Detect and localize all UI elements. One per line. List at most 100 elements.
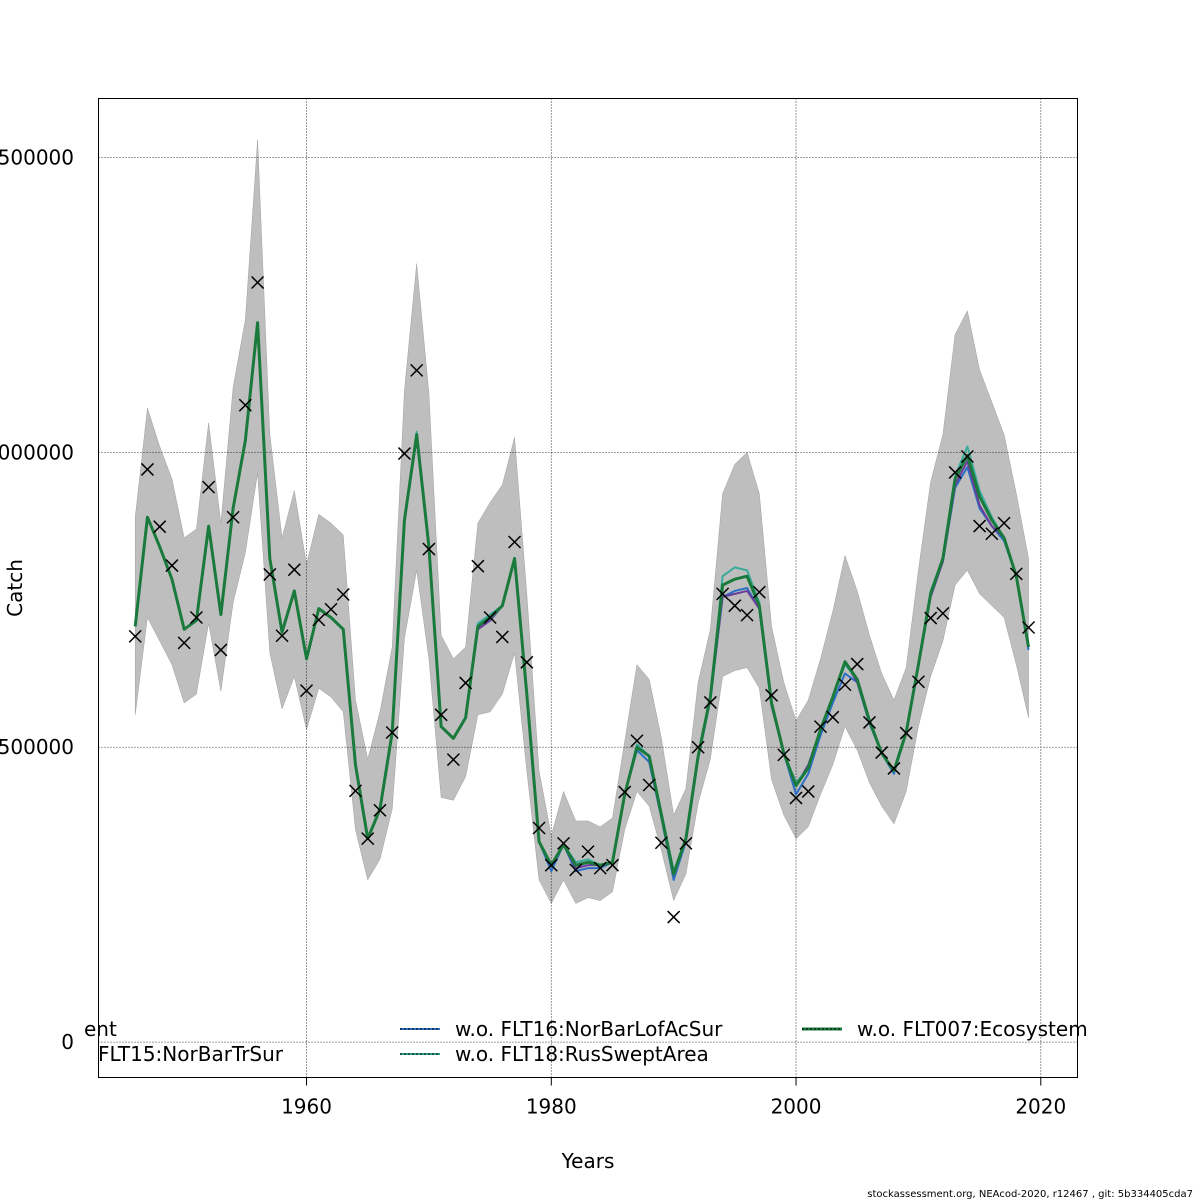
- observation-point: [997, 516, 1011, 530]
- observation-point: [618, 785, 632, 799]
- observation-point: [630, 734, 644, 748]
- y-tick-label-500000: 500000: [0, 735, 74, 759]
- observation-point: [789, 791, 803, 805]
- y-tick-label-1000000: 1000000: [0, 440, 74, 464]
- observation-point: [605, 858, 620, 872]
- observation-point: [483, 610, 497, 625]
- observation-point: [263, 567, 277, 581]
- observation-point: [875, 746, 889, 760]
- observation-point: [177, 636, 191, 650]
- observation-point: [153, 520, 167, 534]
- plot-frame: [98, 98, 1078, 1078]
- observation-point: [593, 861, 607, 875]
- observation-point: [765, 688, 779, 702]
- observation-point: [508, 535, 522, 549]
- plot-box: [98, 98, 1078, 1078]
- observation-point: [251, 275, 265, 290]
- observation-point: [581, 845, 595, 859]
- x-tick-label-2000: 2000: [771, 1095, 822, 1119]
- legend-label-flt15: FLT15:NorBarTrSur: [98, 1042, 284, 1066]
- series-lines-layer: [133, 321, 1031, 881]
- observation-point: [728, 599, 742, 613]
- observation-point: [324, 602, 338, 616]
- observation-point: [948, 465, 962, 479]
- observation-point: [128, 629, 142, 643]
- observation-point: [1009, 567, 1023, 581]
- observation-point: [642, 778, 656, 792]
- footer-credit: stockassessment.org, NEAcod-2020, r12467…: [867, 1189, 1193, 1200]
- observation-point: [410, 363, 424, 377]
- observation-point: [985, 527, 999, 541]
- observation-point: [459, 676, 473, 690]
- observation-point: [140, 462, 154, 476]
- observation-point: [165, 559, 179, 573]
- observation-point: [471, 559, 485, 573]
- observation-point: [862, 715, 876, 729]
- observation-point: [532, 821, 546, 835]
- observation-point: [838, 678, 852, 692]
- x-tick-label-1960: 1960: [281, 1095, 332, 1119]
- observation-point: [703, 695, 717, 709]
- observation-point: [373, 803, 387, 817]
- observation-point: [446, 753, 460, 767]
- observation-markers-layer: [128, 275, 1036, 924]
- observation-point: [691, 740, 705, 754]
- x-tick-label-2020: 2020: [1015, 1095, 1066, 1119]
- axes: 1960 1980 2000 2020 0 500000 1000000 1500000: [0, 145, 1066, 1118]
- observation-point: [679, 836, 693, 850]
- series-line-3: [133, 321, 1031, 876]
- observation-point: [495, 630, 509, 644]
- observation-point: [275, 629, 289, 643]
- y-tick-label-1500000: 1500000: [0, 145, 74, 169]
- observation-point: [740, 608, 754, 622]
- observation-point: [361, 832, 375, 846]
- observation-point: [973, 519, 987, 533]
- observation-point: [556, 836, 571, 850]
- legend-label-ent: ent: [84, 1017, 117, 1041]
- observation-point: [385, 725, 399, 740]
- observation-point: [434, 708, 448, 722]
- observation-point: [348, 784, 363, 798]
- observation-point: [422, 542, 436, 556]
- observation-point: [887, 761, 901, 775]
- observation-point: [238, 398, 252, 412]
- observation-point: [287, 563, 301, 577]
- legend-label-flt007: w.o. FLT007:Ecosystem: [857, 1017, 1088, 1041]
- observation-point: [960, 449, 974, 464]
- observation-point: [1022, 620, 1036, 635]
- observation-point: [911, 675, 925, 689]
- observation-point: [189, 610, 203, 625]
- observation-point: [520, 655, 534, 669]
- legend: w.o. FLT16:NorBarLofAcSur w.o. FLT18:Rus…: [84, 1017, 1088, 1066]
- y-axis-title: Catch: [3, 559, 27, 617]
- observation-point: [544, 858, 558, 872]
- observation-point: [654, 836, 668, 850]
- observation-point: [752, 585, 766, 599]
- observation-point: [226, 510, 240, 524]
- observation-point: [850, 657, 864, 671]
- observation-point: [716, 587, 730, 601]
- observation-point: [336, 587, 350, 602]
- observation-point: [801, 784, 815, 798]
- observation-point: [312, 613, 326, 627]
- observation-point: [569, 863, 583, 877]
- confidence-band: [134, 139, 1029, 905]
- x-tick-label-1980: 1980: [526, 1095, 577, 1119]
- confidence-band-layer: [134, 139, 1029, 905]
- observation-point: [667, 910, 681, 924]
- observation-point: [777, 748, 791, 762]
- legend-label-flt18: w.o. FLT18:RusSweptArea: [455, 1042, 709, 1066]
- x-axis-title: Years: [561, 1149, 615, 1173]
- observation-point: [214, 643, 228, 657]
- observation-point: [202, 480, 216, 494]
- legend-label-flt16: w.o. FLT16:NorBarLofAcSur: [455, 1017, 723, 1041]
- observation-point: [397, 447, 411, 461]
- grid-layer: [98, 98, 1078, 1078]
- observation-point: [936, 606, 950, 620]
- observation-point: [826, 710, 840, 724]
- observation-point: [924, 611, 938, 625]
- observation-point: [899, 726, 913, 740]
- observation-point: [813, 720, 828, 734]
- observation-point: [300, 684, 314, 698]
